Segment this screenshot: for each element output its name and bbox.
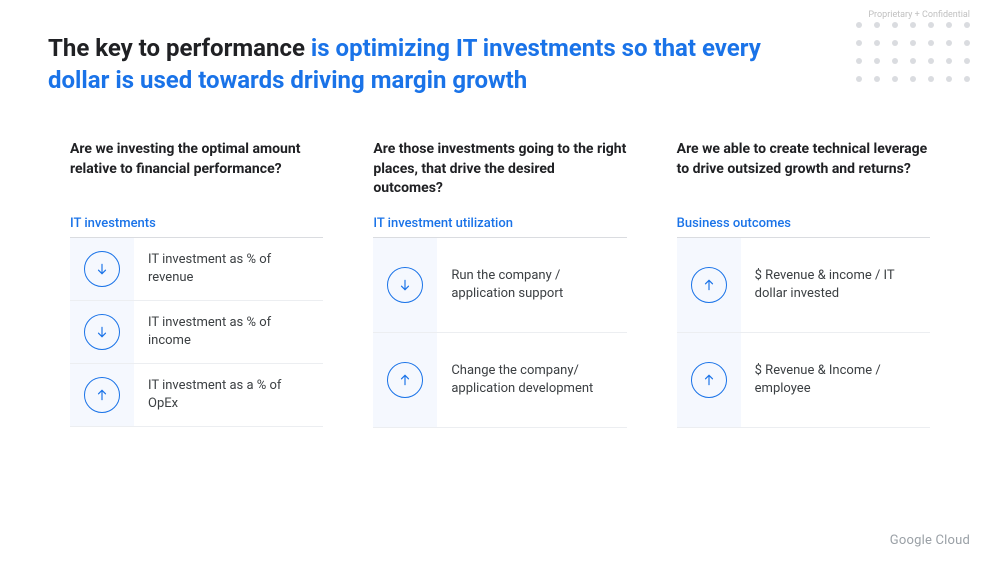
section-label-2: IT investment utilization — [373, 216, 626, 238]
arrow-up-icon — [691, 267, 727, 303]
question-2: Are those investments going to the right… — [373, 140, 626, 202]
column-it-investments: Are we investing the optimal amount rela… — [70, 140, 323, 428]
rows-3: $ Revenue & income / IT dollar invested … — [677, 238, 930, 428]
footer-logo: Google Cloud — [890, 533, 970, 548]
icon-cell — [373, 238, 437, 332]
rows-1: IT investment as % of revenue IT investm… — [70, 238, 323, 427]
metric-label: IT investment as % of income — [134, 304, 323, 359]
arrow-up-icon — [84, 377, 120, 413]
icon-cell — [70, 364, 134, 426]
metric-row: IT investment as % of revenue — [70, 238, 323, 301]
metric-row: $ Revenue & income / IT dollar invested — [677, 238, 930, 333]
footer-logo-text: Google Cloud — [890, 533, 970, 548]
arrow-down-icon — [84, 251, 120, 287]
icon-cell — [677, 333, 741, 427]
metric-label: IT investment as a % of OpEx — [134, 367, 323, 422]
question-3: Are we able to create technical leverage… — [677, 140, 930, 202]
rows-2: Run the company / application support Ch… — [373, 238, 626, 428]
arrow-down-icon — [84, 314, 120, 350]
section-label-1: IT investments — [70, 216, 323, 238]
title-part-1: The key to performance — [48, 34, 311, 62]
arrow-down-icon — [387, 267, 423, 303]
column-it-utilization: Are those investments going to the right… — [373, 140, 626, 428]
icon-cell — [373, 333, 437, 427]
metric-label: $ Revenue & Income / employee — [741, 352, 930, 407]
metric-row: IT investment as % of income — [70, 301, 323, 364]
confidential-label: Proprietary + Confidential — [868, 10, 970, 20]
question-1: Are we investing the optimal amount rela… — [70, 140, 323, 202]
column-business-outcomes: Are we able to create technical leverage… — [677, 140, 930, 428]
metric-label: $ Revenue & income / IT dollar invested — [741, 257, 930, 312]
icon-cell — [70, 238, 134, 300]
decorative-dot-grid — [856, 22, 970, 82]
metric-label: Run the company / application support — [437, 257, 626, 312]
columns-container: Are we investing the optimal amount rela… — [70, 140, 930, 428]
page-title: The key to performance is optimizing IT … — [48, 32, 768, 97]
metric-label: Change the company/ application developm… — [437, 352, 626, 407]
metric-row: Change the company/ application developm… — [373, 333, 626, 428]
metric-label: IT investment as % of revenue — [134, 241, 323, 296]
arrow-up-icon — [387, 362, 423, 398]
section-label-3: Business outcomes — [677, 216, 930, 238]
icon-cell — [70, 301, 134, 363]
metric-row: Run the company / application support — [373, 238, 626, 333]
icon-cell — [677, 238, 741, 332]
metric-row: $ Revenue & Income / employee — [677, 333, 930, 428]
arrow-up-icon — [691, 362, 727, 398]
metric-row: IT investment as a % of OpEx — [70, 364, 323, 427]
